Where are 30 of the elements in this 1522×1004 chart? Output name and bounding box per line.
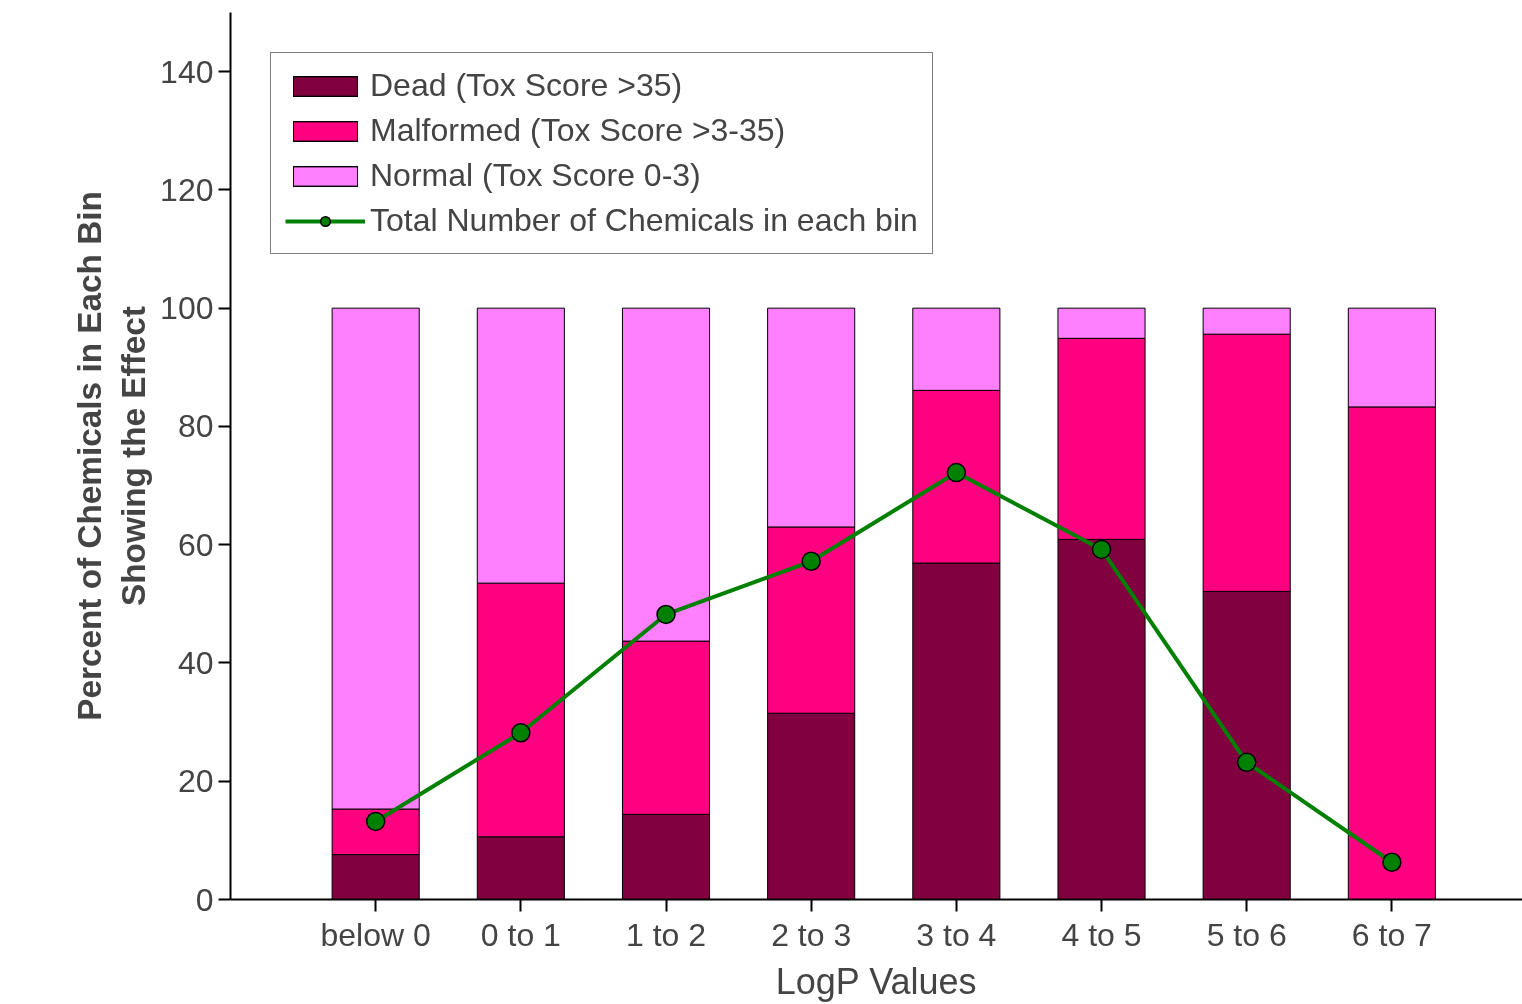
x-tick-label: 4 to 5 bbox=[1061, 916, 1142, 953]
y-axis-title: Percent of Chemicals in Each Bin Showing the Effect bbox=[70, 191, 153, 721]
y-tick-label: 20 bbox=[177, 763, 214, 800]
x-tick-label: 1 to 2 bbox=[625, 916, 707, 953]
y-tick-label: 40 bbox=[177, 644, 214, 681]
x-tick-label: 6 to 7 bbox=[1351, 916, 1432, 953]
point bbox=[365, 811, 386, 832]
y-tick-label: 100 bbox=[160, 290, 214, 327]
x-tick-label: 3 to 4 bbox=[916, 916, 997, 953]
legend-label: Normal (Tox Score 0-3) bbox=[370, 157, 701, 194]
x-tick-label: 0 to 1 bbox=[480, 916, 561, 953]
y-tick-label: 60 bbox=[177, 526, 214, 563]
x-tick-label: below 0 bbox=[320, 916, 431, 953]
point bbox=[946, 462, 967, 483]
legend-label: Malformed (Tox Score >3-35) bbox=[370, 112, 786, 149]
x-axis-title: LogP Values bbox=[775, 960, 977, 1002]
x-tick-label: 5 to 6 bbox=[1206, 916, 1287, 953]
y-tick-label: 80 bbox=[177, 408, 214, 445]
y-tick-label: 140 bbox=[160, 53, 214, 90]
point bbox=[1382, 852, 1402, 872]
legend-label: Total Number of Chemicals in each bin bbox=[370, 202, 918, 239]
y-tick-label: 0 bbox=[195, 881, 214, 918]
point bbox=[1091, 539, 1112, 560]
point bbox=[801, 551, 821, 571]
x-tick-label: 2 to 3 bbox=[771, 916, 852, 953]
point bbox=[511, 723, 531, 743]
point bbox=[656, 604, 676, 625]
point bbox=[1236, 752, 1257, 773]
legend-label: Dead (Tox Score >35) bbox=[370, 67, 683, 104]
y-tick-label: 120 bbox=[160, 171, 214, 208]
